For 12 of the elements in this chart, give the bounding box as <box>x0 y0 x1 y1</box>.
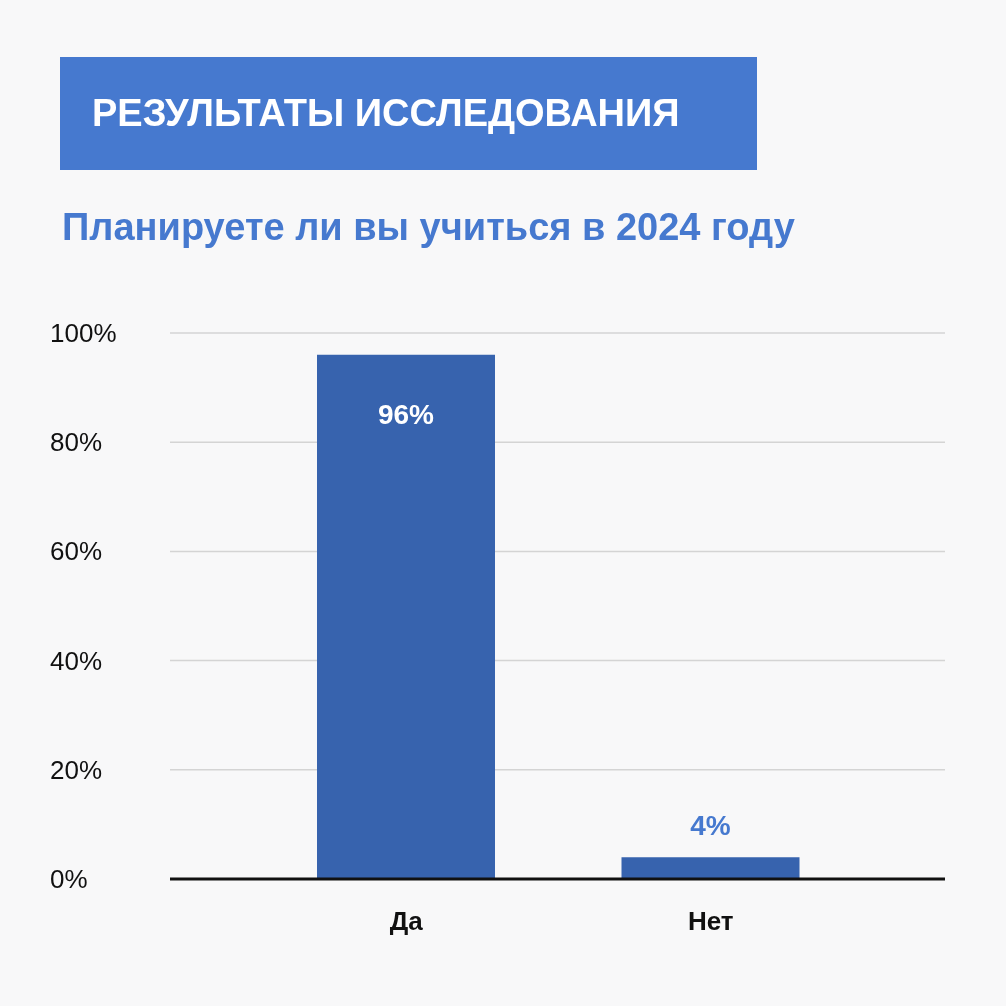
y-tick-label: 100% <box>50 318 117 348</box>
data-label: 4% <box>690 809 731 841</box>
y-tick-label: 60% <box>50 536 103 567</box>
x-tick-label: Да <box>389 906 424 936</box>
y-tick-label: 40% <box>50 645 103 676</box>
data-label: 96% <box>377 399 435 431</box>
y-tick-label: 80% <box>50 427 103 458</box>
y-tick-label: 0% <box>50 864 88 894</box>
x-tick-label: Нет <box>687 906 734 936</box>
chart-title: РЕЗУЛЬТАТЫ ИССЛЕДОВАНИЯ <box>92 92 680 135</box>
chart-subtitle: Планируете ли вы учиться в 2024 году <box>62 206 795 249</box>
y-tick-label: 20% <box>50 754 103 785</box>
